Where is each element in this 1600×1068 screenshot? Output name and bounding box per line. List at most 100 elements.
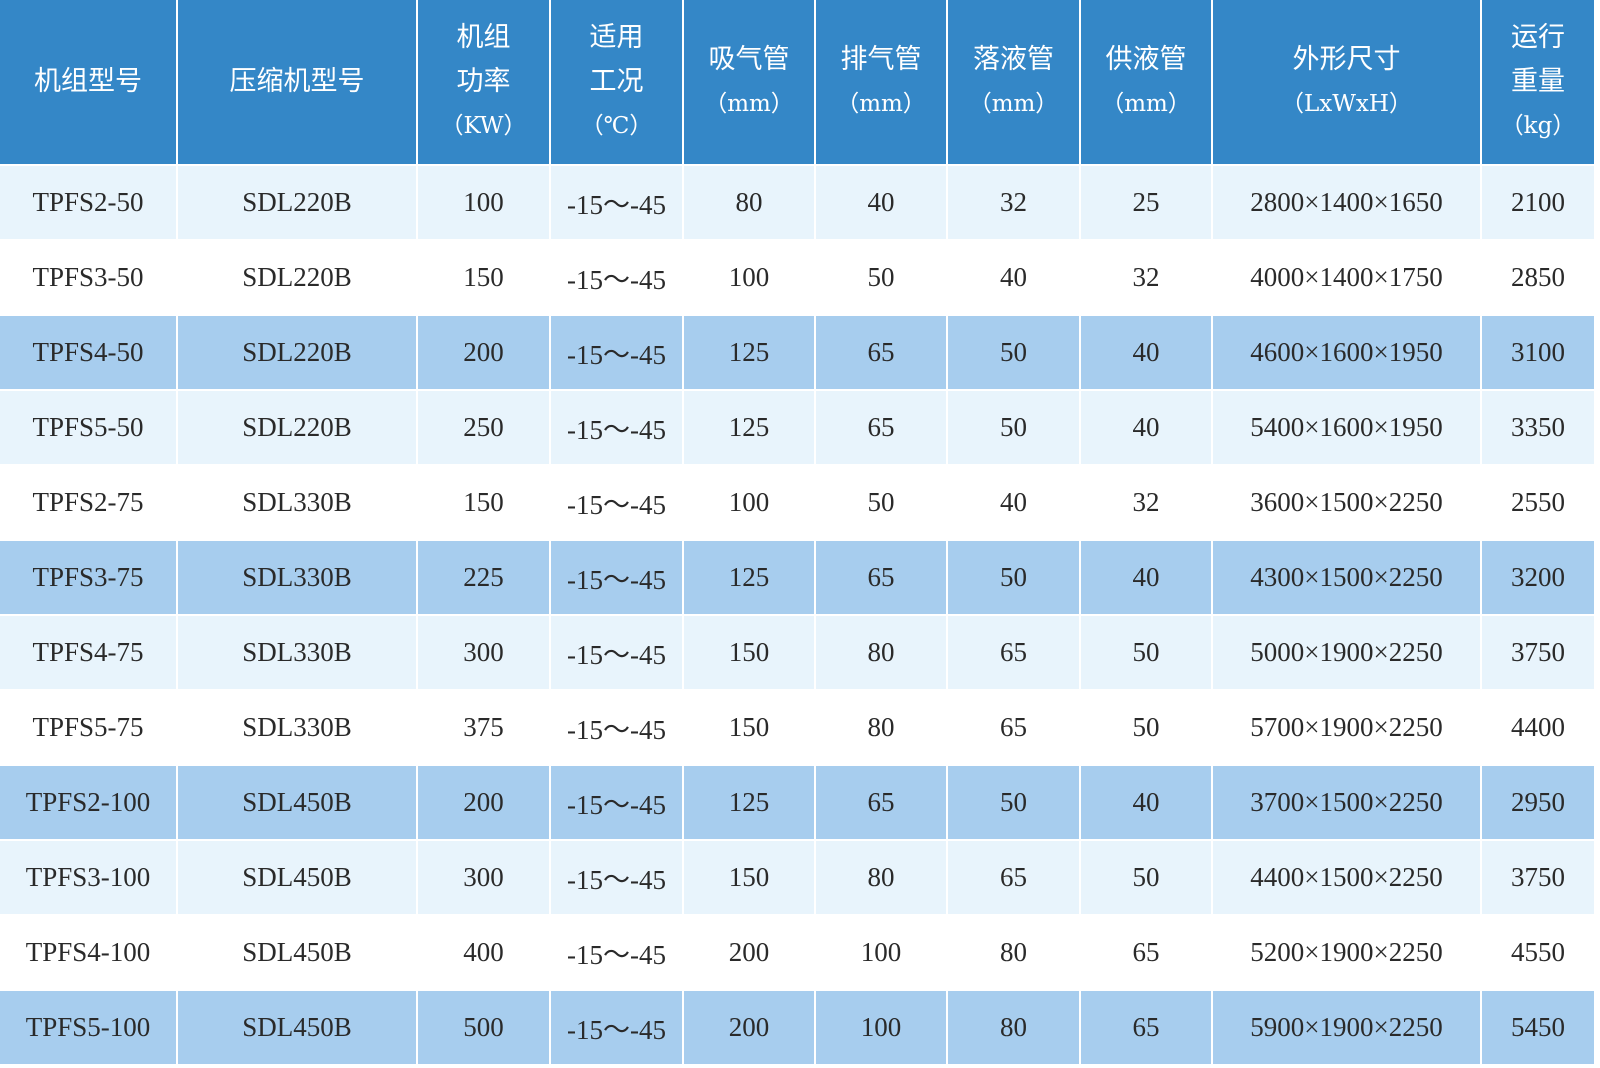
table-cell: TPFS5-100 xyxy=(0,991,176,1064)
table-cell: -15～-45 xyxy=(551,991,682,1064)
table-cell: 32 xyxy=(948,166,1079,239)
table-cell: 100 xyxy=(816,991,946,1064)
table-cell: 5200×1900×2250 xyxy=(1213,916,1480,989)
table-cell: TPFS4-75 xyxy=(0,616,176,689)
table-cell: TPFS2-100 xyxy=(0,766,176,839)
table-cell: 80 xyxy=(816,616,946,689)
table-cell: SDL220B xyxy=(178,166,416,239)
table-cell: 50 xyxy=(1081,691,1211,764)
table-cell: 80 xyxy=(816,691,946,764)
header-line: 机组 xyxy=(456,22,511,53)
table-cell: 3750 xyxy=(1482,841,1594,914)
table-cell: 40 xyxy=(1081,316,1211,389)
table-cell: 65 xyxy=(816,541,946,614)
table-cell: TPFS2-50 xyxy=(0,166,176,239)
table-cell: 2950 xyxy=(1482,766,1594,839)
header-line: 运行 xyxy=(1511,22,1565,53)
table-cell: SDL450B xyxy=(178,991,416,1064)
table-cell: TPFS5-50 xyxy=(0,391,176,464)
column-header: 适用 工况 （℃） xyxy=(551,0,682,164)
table-cell: 40 xyxy=(1081,391,1211,464)
table-cell: TPFS5-75 xyxy=(0,691,176,764)
table-cell: 50 xyxy=(1081,841,1211,914)
table-cell: 50 xyxy=(948,766,1079,839)
table-cell: -15～-45 xyxy=(551,916,682,989)
header-line: 外形尺寸 xyxy=(1292,44,1401,75)
table-cell: 250 xyxy=(418,391,549,464)
table-cell: 40 xyxy=(1081,541,1211,614)
table-cell: 50 xyxy=(948,391,1079,464)
table-cell: 4400 xyxy=(1482,691,1594,764)
table-cell: 65 xyxy=(1081,991,1211,1064)
table-cell: SDL330B xyxy=(178,466,416,539)
table-cell: TPFS3-100 xyxy=(0,841,176,914)
table-cell: SDL330B xyxy=(178,541,416,614)
header-line: 适用 xyxy=(589,22,644,53)
header-line: 机组型号 xyxy=(34,66,142,97)
table-cell: 50 xyxy=(948,541,1079,614)
table-cell: -15～-45 xyxy=(551,316,682,389)
table-cell: 5000×1900×2250 xyxy=(1213,616,1480,689)
table-cell: 150 xyxy=(418,466,549,539)
table-cell: 80 xyxy=(684,166,814,239)
table-cell: 32 xyxy=(1081,241,1211,314)
table-cell: 40 xyxy=(816,166,946,239)
table-cell: 2800×1400×1650 xyxy=(1213,166,1480,239)
table-cell: -15～-45 xyxy=(551,691,682,764)
table-cell: 40 xyxy=(948,241,1079,314)
table-cell: 3100 xyxy=(1482,316,1594,389)
table-cell: 65 xyxy=(948,841,1079,914)
table-cell: SDL220B xyxy=(178,241,416,314)
table-cell: 5700×1900×2250 xyxy=(1213,691,1480,764)
table-cell: 3200 xyxy=(1482,541,1594,614)
table-cell: 50 xyxy=(1081,616,1211,689)
table-cell: 32 xyxy=(1081,466,1211,539)
column-header: 运行 重量 （kg） xyxy=(1482,0,1594,164)
table-cell: -15～-45 xyxy=(551,166,682,239)
table-cell: 125 xyxy=(684,541,814,614)
header-line: （mm） xyxy=(836,91,926,117)
table-cell: 2100 xyxy=(1482,166,1594,239)
table-cell: 65 xyxy=(1081,916,1211,989)
header-line: 压缩机型号 xyxy=(229,66,365,97)
table-cell: 200 xyxy=(684,991,814,1064)
column-header: 机组 功率 （KW） xyxy=(418,0,549,164)
table-cell: 300 xyxy=(418,841,549,914)
table-cell: -15～-45 xyxy=(551,616,682,689)
table-cell: TPFS2-75 xyxy=(0,466,176,539)
table-cell: SDL450B xyxy=(178,841,416,914)
table-cell: 40 xyxy=(1081,766,1211,839)
table-cell: 200 xyxy=(418,766,549,839)
table-cell: 80 xyxy=(816,841,946,914)
table-cell: 40 xyxy=(948,466,1079,539)
table-cell: 4000×1400×1750 xyxy=(1213,241,1480,314)
table-cell: SDL220B xyxy=(178,316,416,389)
table-cell: 3600×1500×2250 xyxy=(1213,466,1480,539)
column-header: 吸气管 （mm） xyxy=(684,0,814,164)
table-cell: 3700×1500×2250 xyxy=(1213,766,1480,839)
table-cell: 80 xyxy=(948,916,1079,989)
column-header: 机组型号 xyxy=(0,0,176,164)
table-cell: 4400×1500×2250 xyxy=(1213,841,1480,914)
table-cell: 5450 xyxy=(1482,991,1594,1064)
header-line: （KW） xyxy=(440,113,527,139)
table-cell: 150 xyxy=(684,616,814,689)
table-cell: 3750 xyxy=(1482,616,1594,689)
table-cell: SDL330B xyxy=(178,691,416,764)
table-cell: 125 xyxy=(684,766,814,839)
header-line: （mm） xyxy=(968,91,1059,117)
table-cell: 4600×1600×1950 xyxy=(1213,316,1480,389)
header-line: 重量 xyxy=(1511,66,1565,97)
table-cell: 2850 xyxy=(1482,241,1594,314)
table-cell: 150 xyxy=(418,241,549,314)
table-cell: 50 xyxy=(816,241,946,314)
table-cell: 2550 xyxy=(1482,466,1594,539)
header-line: 供液管 xyxy=(1105,44,1187,75)
table-cell: 4300×1500×2250 xyxy=(1213,541,1480,614)
header-line: 吸气管 xyxy=(708,44,790,75)
table-cell: TPFS4-100 xyxy=(0,916,176,989)
header-line: （mm） xyxy=(1101,91,1191,117)
table-cell: -15～-45 xyxy=(551,541,682,614)
table-cell: 50 xyxy=(948,316,1079,389)
table-cell: 65 xyxy=(816,391,946,464)
